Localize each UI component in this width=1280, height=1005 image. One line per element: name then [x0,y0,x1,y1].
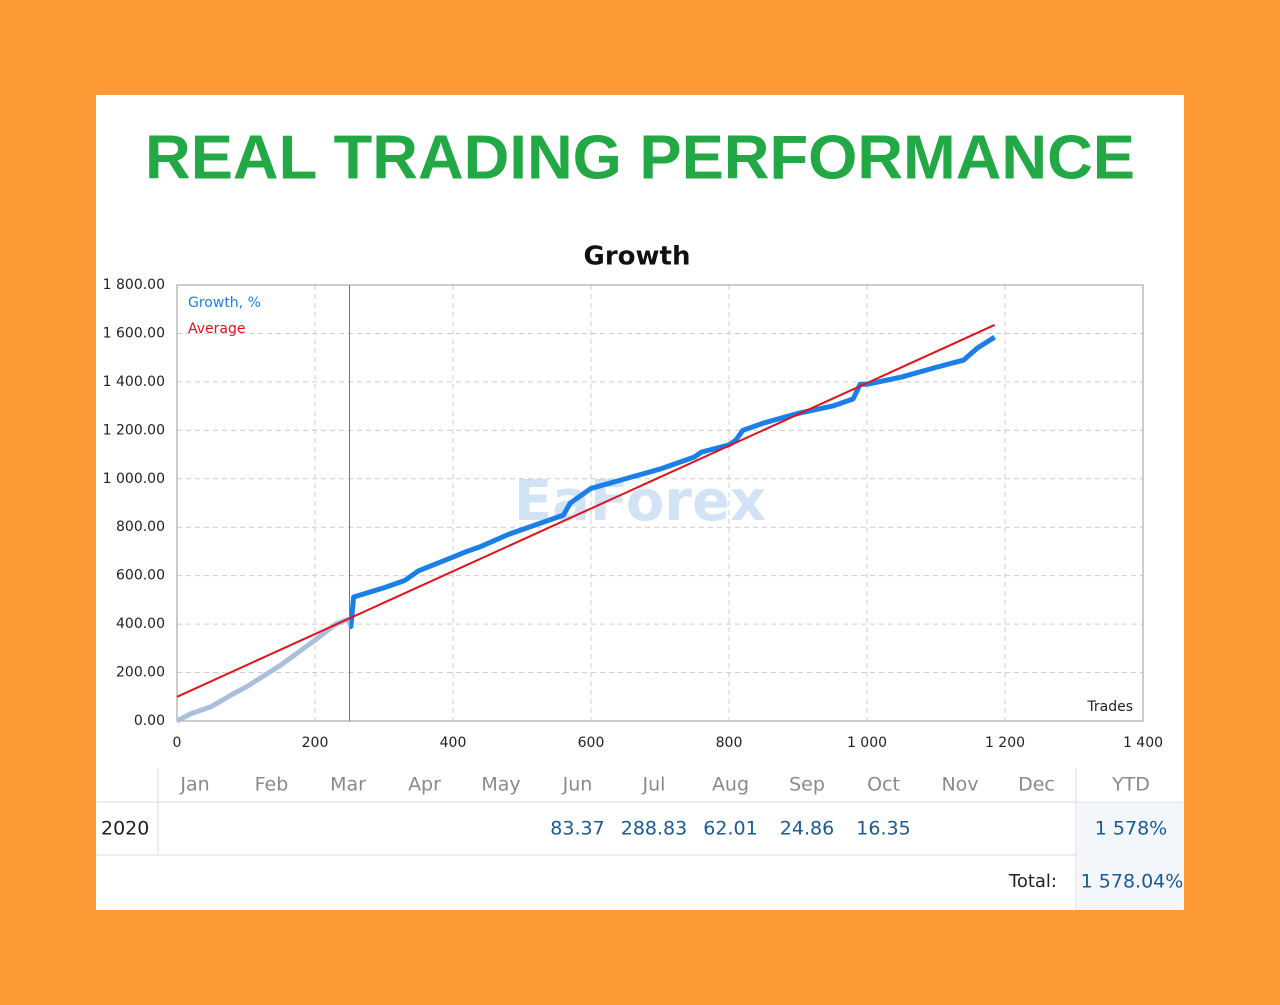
y-tick-label: 800.00 [116,519,165,535]
month-header: May [481,774,520,796]
x-tick-label: 0 [173,735,182,751]
panel [96,95,1184,910]
x-tick-label: 1 400 [1123,735,1163,751]
series-line [175,334,996,724]
chart-title: Growth [584,242,691,272]
legend-entry: Growth, % [188,295,261,311]
legend-entry: Average [188,321,246,337]
row-year: 2020 [101,818,149,840]
month-header: Sep [789,774,825,796]
y-tick-label: 0.00 [134,713,165,729]
month-header: Dec [1018,774,1055,796]
x-tick-label: 600 [578,735,605,751]
y-tick-label: 400.00 [116,616,165,632]
x-tick-label: 400 [440,735,467,751]
month-header: Nov [941,774,978,796]
month-header: Jul [642,774,666,796]
y-tick-label: 600.00 [116,568,165,584]
chart: 0.00 200.00 400.00 600.00 800.00 1 000.00 1 20… [103,277,1163,751]
month-header: Mar [330,774,366,796]
x-tick-label: 800 [716,735,743,751]
month-header: Feb [255,774,289,796]
x-tick-label: 1 200 [985,735,1025,751]
ytd-value: 1 578% [1095,818,1167,840]
month-header: Apr [408,774,441,796]
ytd-cell [1077,803,1184,910]
total-value: 1 578.04% [1081,871,1184,893]
series-line [176,324,996,698]
y-tick-label: 1 600.00 [103,325,165,341]
x-tick-label: 200 [302,735,329,751]
table: Jan Feb Mar Apr May Jun Jul Aug Sep Oct Nov Dec YTD 2… [96,768,1184,910]
plot-frame [176,284,1144,722]
month-header: Jan [179,774,209,796]
month-header: Aug [712,774,749,796]
x-tick-label: 1 000 [847,735,887,751]
month-value: 62.01 [703,818,757,840]
y-tick-label: 1 400.00 [103,374,165,390]
month-value: 16.35 [856,818,910,840]
y-tick-label: 1 800.00 [103,277,165,293]
watermark: EaForex [514,469,766,534]
y-tick-label: 1 000.00 [103,471,165,487]
month-header: Oct [867,774,900,796]
heading: REAL TRADING PERFORMANCE [145,123,1135,192]
month-header: Jun [562,774,593,796]
month-value: 24.86 [780,818,834,840]
month-value: 83.37 [550,818,604,840]
month-value: 288.83 [621,818,687,840]
x-axis-label: Trades [1086,699,1133,715]
y-tick-label: 1 200.00 [103,422,165,438]
total-label: Total: [1008,871,1057,892]
y-tick-label: 200.00 [116,665,165,681]
ytd-header: YTD [1111,774,1150,796]
